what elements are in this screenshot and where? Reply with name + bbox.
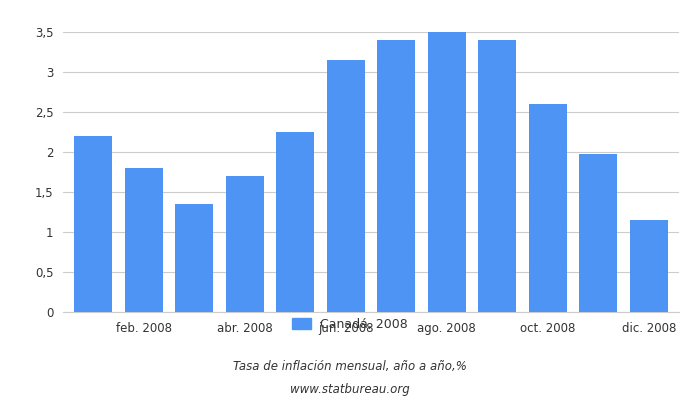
Legend: Canadá, 2008: Canadá, 2008 — [287, 313, 413, 336]
Text: www.statbureau.org: www.statbureau.org — [290, 383, 410, 396]
Text: Tasa de inflación mensual, año a año,%: Tasa de inflación mensual, año a año,% — [233, 360, 467, 373]
Bar — [175, 204, 214, 312]
Bar — [377, 40, 415, 312]
Bar — [226, 176, 264, 312]
Bar — [428, 32, 466, 312]
Bar — [528, 104, 567, 312]
Bar — [276, 132, 314, 312]
Bar — [580, 154, 617, 312]
Bar — [125, 168, 162, 312]
Bar — [74, 136, 112, 312]
Bar — [630, 220, 668, 312]
Bar — [327, 60, 365, 312]
Bar — [478, 40, 516, 312]
